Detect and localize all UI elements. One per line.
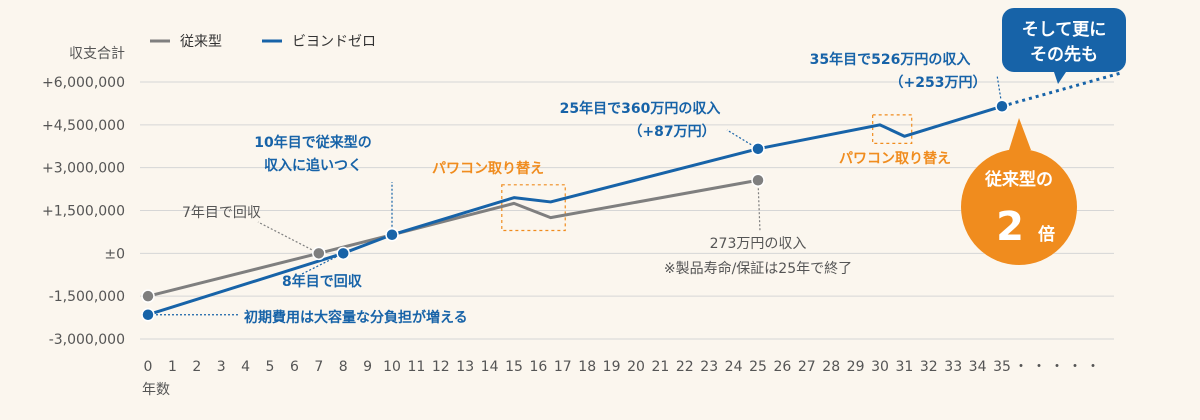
point-conventional-start	[141, 289, 155, 303]
legend-label-beyondzero: ビヨンドゼロ	[292, 34, 376, 50]
x-axis-label: 年数	[142, 382, 170, 398]
x-tick-label: 6	[290, 359, 299, 375]
callout-line-1: そして更に	[1022, 20, 1107, 40]
y-tick-label: ±0	[104, 246, 125, 262]
x-tick-label: 10	[383, 359, 401, 375]
annotation-gray-end-2: ※製品寿命/保証は25年で終了	[664, 260, 852, 277]
point-conventional-payback	[312, 246, 326, 261]
point-beyondzero-start	[141, 307, 155, 322]
y-tick-label: +1,500,000	[42, 204, 125, 220]
leader-gray-end	[757, 180, 761, 233]
callout-line-2: その先も	[1030, 44, 1098, 65]
annotation-y25-1: 25年目で360万円の収入	[560, 100, 721, 117]
x-tick-label: 24	[725, 359, 743, 375]
x-tick-ellipsis: ・・・・・	[1014, 359, 1104, 375]
annotation-gray-end-1: 273万円の収入	[710, 236, 807, 252]
point-beyondzero-catchup	[385, 228, 399, 242]
x-tick-label: 20	[627, 359, 645, 375]
x-tick-label: 15	[505, 359, 523, 375]
annotation-initial-cost: 初期費用は大容量な分負担が増える	[244, 309, 468, 326]
point-beyondzero-35	[995, 99, 1009, 114]
x-tick-label: 8	[339, 359, 348, 375]
x-tick-label: 25	[749, 359, 767, 375]
x-tick-label: 19	[603, 359, 621, 375]
x-tick-label: 11	[407, 359, 425, 375]
x-tick-label: 29	[847, 359, 865, 375]
x-tick-label: 12	[432, 359, 450, 375]
x-tick-label: 35	[993, 359, 1011, 375]
annotation-catch-up-1: 10年目で従来型の	[254, 134, 371, 151]
annotation-gray-payback: 7年目で回収	[182, 205, 261, 221]
y-tick-label: -1,500,000	[49, 289, 125, 305]
y-tick-label: -3,000,000	[49, 332, 125, 348]
badge-multiplier: 2	[996, 204, 1024, 250]
y-tick-label: +3,000,000	[42, 161, 125, 177]
badge-pointer	[1009, 118, 1031, 150]
point-beyondzero-payback	[336, 246, 350, 261]
annotation-y25-2: （+87万円）	[628, 124, 715, 140]
annotation-y35-2: （+253万円）	[890, 75, 987, 91]
x-tick-label: 32	[920, 359, 938, 375]
x-tick-label: 13	[456, 359, 474, 375]
x-tick-label: 7	[314, 359, 323, 375]
x-tick-label: 31	[895, 359, 913, 375]
point-conventional-end	[751, 173, 765, 187]
x-tick-label: 16	[529, 359, 547, 375]
series-line-beyondzero	[147, 104, 1003, 317]
legend-label-conventional: 従来型	[180, 34, 222, 50]
badge-line-1: 従来型の	[984, 169, 1053, 190]
y-tick-label: +4,500,000	[42, 118, 125, 134]
x-tick-label: 14	[481, 359, 499, 375]
x-tick-label: 0	[144, 359, 153, 375]
badge-suffix: 倍	[1038, 224, 1055, 245]
x-tick-label: 28	[822, 359, 840, 375]
x-tick-label: 4	[241, 359, 250, 375]
x-tick-label: 2	[192, 359, 201, 375]
x-tick-label: 5	[266, 359, 275, 375]
replacement-box-15	[501, 184, 566, 232]
x-tick-label: 34	[969, 359, 987, 375]
x-tick-label: 18	[578, 359, 596, 375]
x-tick-label: 9	[363, 359, 372, 375]
x-tick-label: 3	[217, 359, 226, 375]
leader-gray-payback	[257, 221, 320, 254]
x-tick-label: 1	[168, 359, 177, 375]
x-tick-label: 22	[676, 359, 694, 375]
callout-bubble	[1002, 8, 1126, 72]
x-tick-label: 23	[700, 359, 718, 375]
badge-circle	[961, 149, 1077, 265]
x-tick-label: 26	[773, 359, 791, 375]
point-beyondzero-25	[751, 142, 765, 156]
annotation-replacement-2: パワコン取り替え	[839, 150, 951, 167]
x-tick-label: 27	[798, 359, 816, 375]
annotation-y35-1: 35年目で526万円の収入	[810, 51, 971, 68]
series-line-conventional	[147, 178, 759, 298]
x-tick-label: 21	[651, 359, 669, 375]
y-tick-label: +6,000,000	[42, 75, 125, 91]
x-tick-label: 17	[554, 359, 572, 375]
x-tick-label: 33	[944, 359, 962, 375]
callout-tail	[1054, 72, 1066, 84]
y-axis-label: 収支合計	[69, 46, 125, 62]
annotation-catch-up-2: 収入に追いつく	[264, 157, 362, 174]
replacement-box-30	[872, 114, 913, 144]
annotation-blue-payback: 8年目で回収	[282, 273, 363, 290]
x-tick-label: 30	[871, 359, 889, 375]
annotation-replacement-1: パワコン取り替え	[432, 160, 544, 177]
